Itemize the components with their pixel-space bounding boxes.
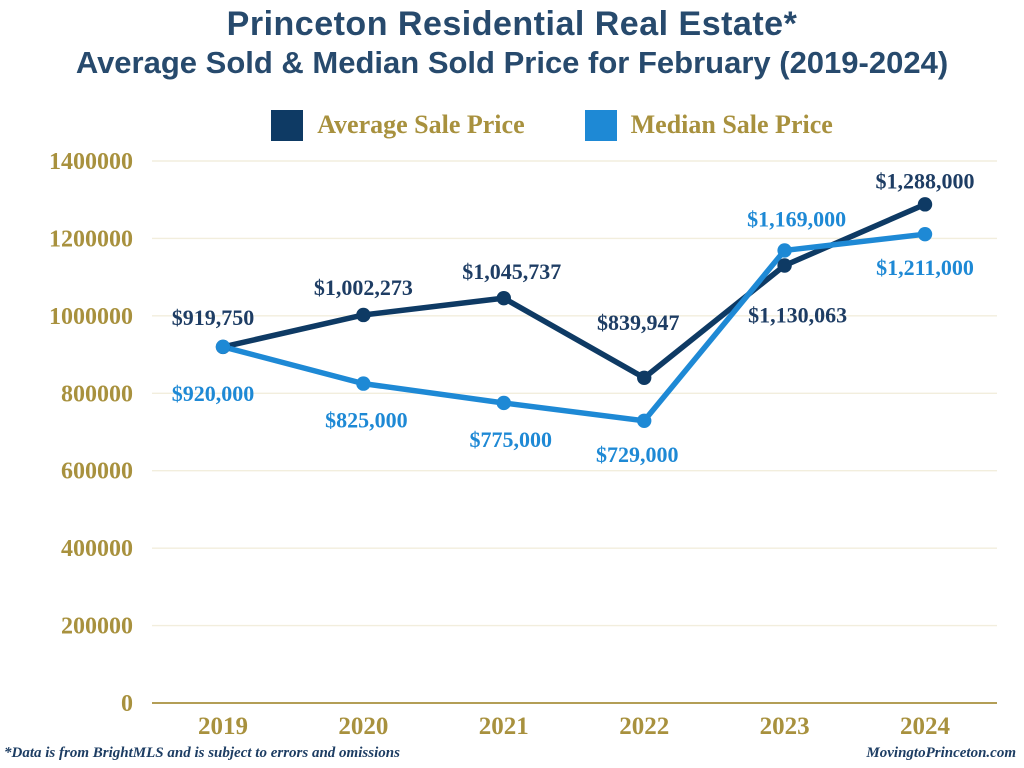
chart-legend: Average Sale Price Median Sale Price: [0, 106, 1024, 144]
data-point-median: [356, 376, 371, 391]
data-point-average: [496, 290, 511, 306]
x-tick-label: 2024: [900, 713, 951, 740]
legend-label-median: Median Sale Price: [630, 110, 833, 139]
data-label-average: $1,045,737: [462, 259, 561, 284]
data-label-median: $1,211,000: [876, 255, 974, 280]
data-point-average: [356, 307, 371, 323]
y-tick-label: 1200000: [49, 226, 133, 252]
legend-item-median: Median Sale Price: [584, 109, 833, 141]
series-line-average: [220, 201, 928, 381]
chart-subtitle: Average Sold & Median Sold Price for Feb…: [75, 45, 949, 80]
x-tick-label: 2020: [338, 713, 388, 740]
data-label-median: $825,000: [325, 408, 408, 433]
x-tick-label: 2019: [198, 713, 248, 740]
y-tick-label: 1400000: [49, 149, 133, 175]
data-label-median: $1,169,000: [747, 206, 846, 231]
data-point-median: [215, 339, 231, 355]
y-tick-label: 800000: [61, 381, 133, 407]
legend-label-average: Average Sale Price: [317, 110, 525, 139]
data-point-median: [637, 413, 652, 428]
data-point-median: [917, 226, 933, 242]
data-label-median: $920,000: [172, 381, 255, 406]
legend-swatch-median-icon: [584, 109, 617, 141]
data-label-average: $919,750: [172, 305, 255, 330]
data-point-median: [496, 395, 511, 411]
x-tick-label: 2021: [479, 713, 529, 740]
y-tick-label: 0: [121, 691, 133, 717]
x-tick-label: 2022: [619, 713, 669, 740]
data-point-average: [917, 197, 933, 212]
data-label-average: $1,002,273: [314, 275, 413, 300]
data-label-average: $1,130,063: [748, 303, 847, 328]
y-tick-label: 1000000: [49, 304, 133, 330]
x-tick-label: 2023: [760, 713, 810, 740]
chart-title: Princeton Residential Real Estate*: [226, 5, 798, 43]
legend-swatch-average-icon: [271, 109, 304, 141]
series-line-median: [220, 231, 928, 424]
footer-website: MovingtoPrinceton.com: [866, 745, 1016, 761]
data-label-average: $839,947: [597, 310, 680, 335]
data-point-average: [777, 258, 792, 273]
y-tick-label: 400000: [61, 536, 133, 562]
data-label-median: $775,000: [470, 427, 553, 452]
footer-disclaimer: *Data is from BrightMLS and is subject t…: [4, 745, 400, 761]
data-label-average: $1,288,000: [876, 168, 975, 193]
data-point-average: [637, 370, 652, 386]
data-point-median: [777, 243, 792, 258]
y-tick-label: 200000: [61, 614, 133, 640]
legend-item-average: Average Sale Price: [271, 109, 525, 141]
data-label-median: $729,000: [596, 442, 679, 467]
y-tick-label: 600000: [61, 459, 133, 485]
